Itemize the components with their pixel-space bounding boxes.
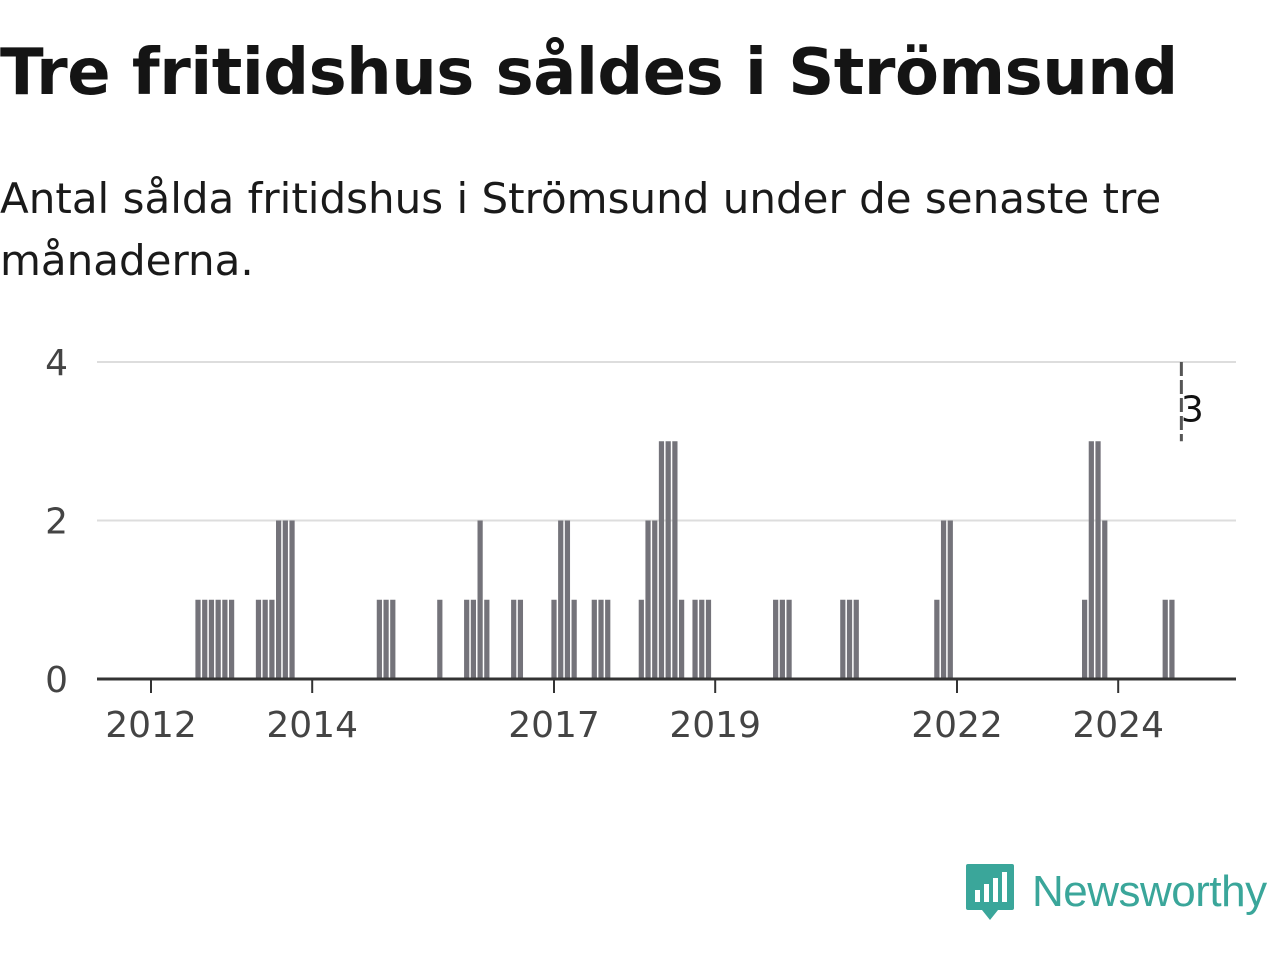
x-tick-label: 2014 (266, 705, 358, 746)
bar (692, 599, 698, 679)
y-tick-label: 2 (45, 502, 68, 543)
bar (276, 520, 282, 679)
x-tick-label: 2012 (105, 705, 197, 746)
highlight-value-label: 3 (1181, 389, 1204, 430)
bar (605, 599, 611, 679)
bar (773, 599, 779, 679)
bar (1095, 441, 1101, 679)
bar (652, 520, 658, 679)
bar (840, 599, 846, 679)
bar (484, 599, 490, 679)
bar (564, 520, 571, 679)
bar (1102, 520, 1108, 679)
bar (940, 520, 947, 679)
y-tick-label: 4 (45, 343, 68, 384)
chart-subtitle: Antal sålda fritidshus i Strömsund under… (0, 174, 1162, 285)
x-tick-label: 2019 (669, 705, 761, 746)
y-tick-label: 0 (45, 660, 68, 701)
newsworthy-logo: Newsworthy (964, 862, 1267, 922)
bar (558, 520, 564, 679)
bar (255, 599, 262, 679)
chart-title: Tre fritidshus såldes i Strömsund (0, 36, 1178, 110)
bar (228, 599, 235, 679)
bar (215, 599, 221, 679)
bar (853, 599, 859, 679)
bar (571, 599, 577, 679)
bar (262, 599, 268, 679)
bar (208, 599, 215, 679)
bar (269, 599, 275, 679)
x-tick-label: 2024 (1072, 705, 1164, 746)
bar (947, 520, 953, 679)
bar (638, 599, 644, 679)
bar (222, 599, 228, 679)
brand-name: Newsworthy (1032, 867, 1267, 916)
bar (598, 599, 604, 679)
bar (779, 599, 785, 679)
bar (699, 599, 705, 679)
newsworthy-logo-icon (966, 864, 1014, 920)
bar (390, 599, 396, 679)
bar (282, 520, 288, 679)
bar (511, 599, 517, 679)
bar (551, 599, 557, 679)
bar (645, 520, 651, 679)
bar (705, 599, 712, 679)
x-tick-label: 2022 (911, 705, 1003, 746)
bar (1088, 441, 1094, 679)
bar (786, 599, 792, 679)
bar (195, 599, 201, 679)
bar (658, 441, 665, 679)
bar (517, 599, 524, 679)
bar (376, 599, 382, 679)
bar (591, 599, 597, 679)
bar (477, 520, 483, 679)
bar-chart: 0 2 4 2012 2014 2017 2019 2022 2024 3 (45, 343, 1236, 746)
bar (934, 599, 940, 679)
bar (464, 599, 470, 679)
x-tick-label: 2017 (508, 705, 600, 746)
bar (470, 599, 477, 679)
bar (672, 441, 678, 679)
bar (1169, 599, 1175, 679)
bar (1162, 599, 1168, 679)
bar (437, 599, 443, 679)
bar (665, 441, 671, 679)
bar (679, 599, 685, 679)
bar (846, 599, 853, 679)
bar (289, 520, 295, 679)
bar (202, 599, 208, 679)
bar (383, 599, 389, 679)
bar (1082, 599, 1088, 679)
